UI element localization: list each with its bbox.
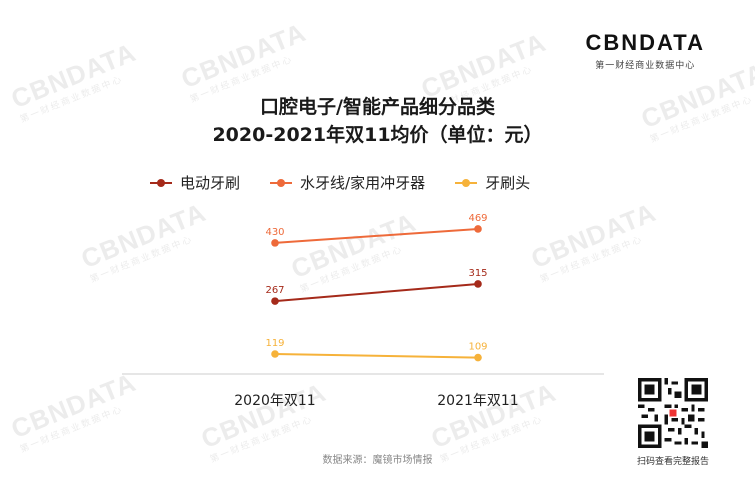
data-point: [271, 239, 279, 247]
chart-subtitle: 2020-2021年双11均价（单位：元）: [212, 124, 543, 146]
qr-caption: 扫码查看完整报告: [636, 457, 709, 467]
legend-swatch: [150, 176, 172, 190]
brand: CBNDATA 第一财经商业数据中心: [586, 30, 706, 71]
legend-swatch: [455, 176, 478, 190]
data-point: [271, 350, 279, 358]
brand-subtitle: 第一财经商业数据中心: [595, 61, 696, 71]
data-point: [474, 280, 482, 288]
series-line: [274, 282, 479, 303]
data-label: 315: [468, 268, 487, 279]
legend: 电动牙刷 水牙线/家用冲牙器 牙刷头: [150, 172, 530, 193]
data-label: 469: [468, 213, 487, 224]
x-tick-label: 2021年双11: [437, 393, 518, 409]
legend-item: 水牙线/家用冲牙器: [270, 172, 425, 193]
series-line: [274, 353, 479, 359]
legend-label: 牙刷头: [485, 174, 531, 192]
data-point: [474, 225, 482, 233]
brand-logo: CBNDATA: [585, 30, 705, 55]
legend-item: 牙刷头: [455, 172, 530, 193]
data-label: 267: [265, 285, 284, 296]
qr-code[interactable]: [638, 378, 708, 448]
data-label: 119: [265, 338, 284, 349]
data-label: 109: [468, 342, 487, 353]
legend-label: 水牙线/家用冲牙器: [300, 174, 426, 192]
series-line: [274, 227, 479, 244]
data-source: 数据来源：魔镜市场情报: [322, 455, 433, 466]
data-point: [474, 353, 482, 362]
chart-title: 口腔电子/智能产品细分品类: [260, 96, 495, 118]
x-tick-label: 2020年双11: [234, 393, 315, 409]
legend-swatch: [270, 176, 293, 190]
legend-item: 电动牙刷: [150, 172, 240, 193]
legend-label: 电动牙刷: [180, 174, 241, 192]
data-label: 430: [265, 227, 284, 238]
data-point: [271, 297, 279, 305]
